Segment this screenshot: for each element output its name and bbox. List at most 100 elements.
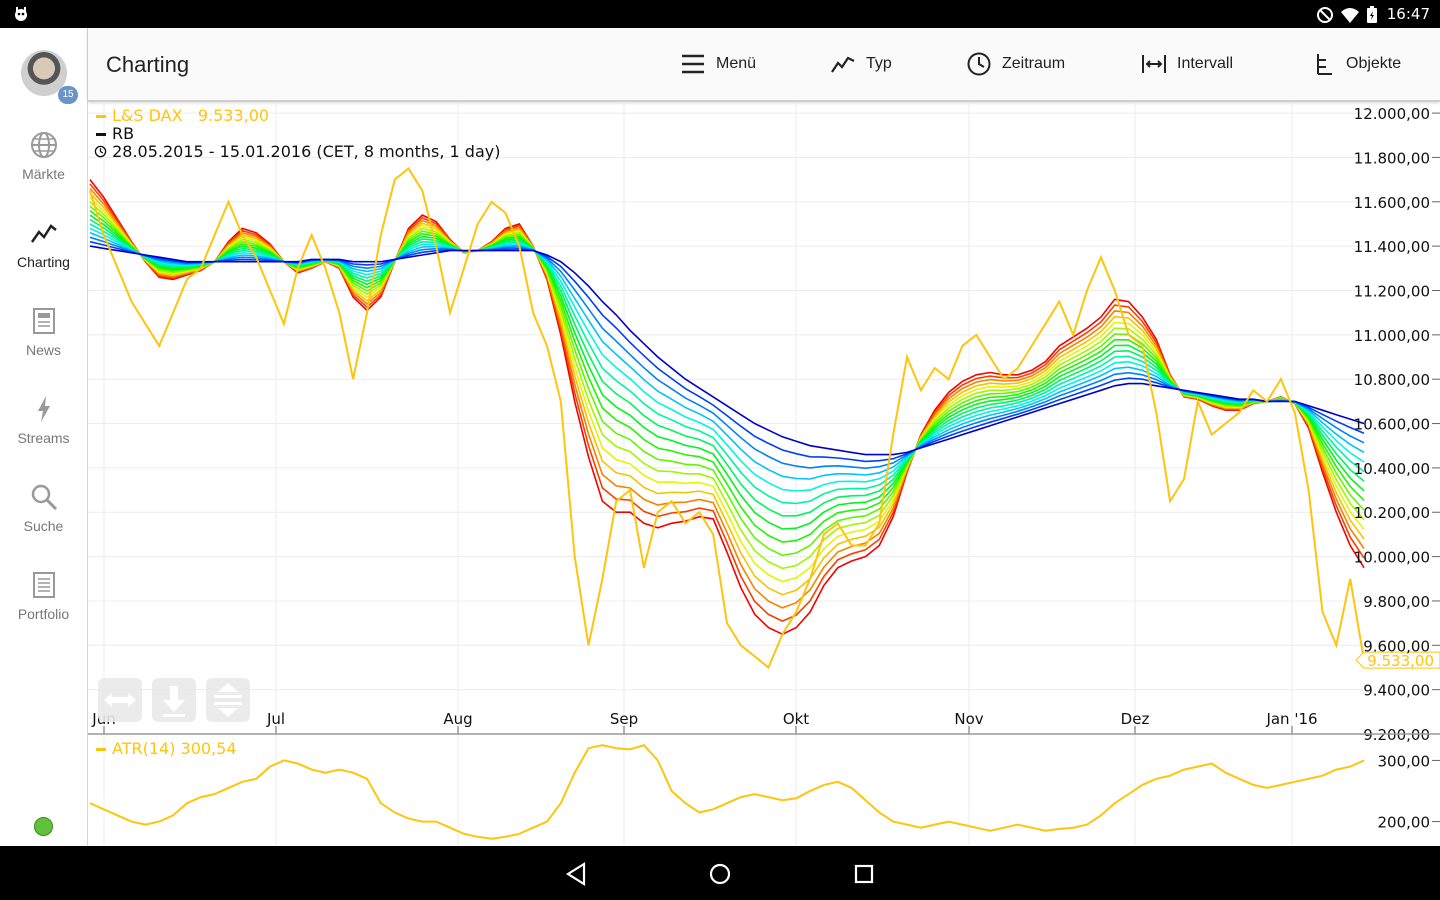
menu-button[interactable]: Menü [680,50,756,78]
sidebar-item-streams[interactable]: Streams [0,394,87,446]
chart-line-icon [30,224,57,243]
ribbon-line [89,187,1365,609]
recents-icon[interactable] [852,862,876,886]
sidebar-item-label: Suche [23,518,64,534]
last-value-marker [1355,651,1440,669]
y-tick-label: 11.200,00 [1354,282,1430,300]
sidebar: 15 Märkte Charting News Streams Suche Po… [0,28,88,846]
x-tick-label: Nov [954,710,983,728]
toolbar: Charting Menü Typ Zeitraum Intervall Obj… [88,28,1440,102]
sidebar-item-maerkte[interactable]: Märkte [0,130,87,182]
y-tick-label: 9.800,00 [1363,593,1430,611]
interval-button[interactable]: Intervall [1141,50,1233,78]
x-tick-label: Jan '16 [1265,710,1317,728]
y-tick-label: 10.800,00 [1354,371,1430,389]
y-tick-label: 10.000,00 [1354,549,1430,567]
legend-instrument-name: L&S DAX [112,106,183,125]
x-tick-label: Jul [266,710,285,728]
legend-period-text: 28.05.2015 - 15.01.2016 (CET, 8 months, … [112,142,501,161]
type-button[interactable]: Typ [830,50,892,78]
price-series: 9.533,00 [89,167,1440,670]
battery-icon [1367,6,1377,23]
sidebar-item-label: Märkte [22,166,65,182]
scroll-down-button[interactable] [152,678,196,722]
objects-icon [1317,54,1332,75]
y-tick-label: 9.600,00 [1363,637,1430,655]
atr-tick-label: 200,00 [1378,814,1431,832]
wifi-icon [1341,8,1359,23]
search-icon [31,484,57,511]
sidebar-item-suche[interactable]: Suche [0,482,87,534]
notification-badge: 15 [58,86,78,104]
ribbon-line [89,218,1365,517]
y-tick-label: 9.200,00 [1363,726,1430,744]
android-app-icon [12,5,30,28]
y-tick-label: 9.400,00 [1363,682,1430,700]
clock-icon [94,145,107,158]
chart-grid [88,102,1364,846]
legend-indicator: RB [96,124,134,143]
y-tick-label: 10.600,00 [1354,416,1430,434]
legend-indicator-name: RB [112,124,135,143]
y-tick-label: 11.400,00 [1354,238,1430,256]
sidebar-item-label: Charting [17,254,70,270]
legend-swatch [96,748,106,751]
legend-atr-label: ATR(14) [112,739,176,758]
page-title: Charting [106,52,190,77]
legend-instrument: L&S DAX 9.533,00 [96,106,269,125]
ribbon-line [89,179,1365,636]
vertical-zoom-icon [214,683,242,717]
period-button[interactable]: Zeitraum [966,50,1065,78]
interval-button-label: Intervall [1177,55,1234,72]
x-tick-label: Aug [443,710,472,728]
x-tick-label: Okt [783,710,809,728]
ribbon-line [89,223,1365,505]
android-nav-bar [0,846,1440,900]
chart-area[interactable]: 9.533,00 9.200,00 9.400,00 9.600,00 9.800,0… [88,102,1440,846]
ribbon-line [89,245,1365,456]
rainbow-ribbon [89,179,1365,636]
legend-atr-value: 300,54 [180,739,237,758]
system-icons [1316,6,1378,24]
legend-atr: ATR(14) 300,54 [96,739,237,758]
price-chart[interactable]: 9.533,00 9.200,00 9.400,00 9.600,00 9.800,0… [88,102,1440,846]
legend-last-value: 9.533,00 [197,106,270,125]
home-icon[interactable] [708,862,732,886]
legend-swatch [96,133,106,136]
status-bar: 16:47 [0,0,1440,28]
y-tick-label: 11.800,00 [1354,149,1430,167]
vertical-zoom-button[interactable] [206,678,250,722]
y-tick-label: 11.600,00 [1354,194,1430,212]
y-tick-label: 12.000,00 [1354,105,1430,123]
sidebar-item-charting[interactable]: Charting [0,218,87,270]
y-tick-label: 10.200,00 [1354,504,1430,522]
sidebar-item-news[interactable]: News [0,306,87,358]
horizontal-arrows-icon [104,693,136,707]
arrow-down-icon [163,686,185,717]
objects-button-label: Objekte [1346,55,1402,72]
sidebar-item-portfolio[interactable]: Portfolio [0,570,87,622]
ribbon-line [89,183,1365,622]
atr-tick-label: 300,00 [1378,752,1431,770]
clock-icon [967,52,991,76]
objects-button[interactable]: Objekte [1310,50,1401,78]
menu-button-label: Menü [716,55,757,72]
x-tick-label: Sep [610,710,638,728]
dnd-icon [1317,7,1333,23]
atr-line [89,744,1365,840]
sidebar-item-label: Streams [17,430,70,446]
ribbon-line [89,227,1365,492]
legend-swatch [96,115,106,118]
y-tick-label: 11.000,00 [1354,327,1430,345]
y-axis: 9.200,00 9.400,00 9.600,00 9.800,00 10.000,0… [1354,105,1440,744]
sidebar-item-label: Portfolio [17,606,70,622]
x-axis: JunJulAugSepOktNovDezJan '16 [88,710,1440,735]
back-icon[interactable] [564,862,588,886]
ribbon-line [89,232,1365,480]
pan-horizontal-button[interactable] [98,678,142,722]
ribbon-line [89,236,1365,470]
y-tick-label: 10.400,00 [1354,460,1430,478]
last-value-label: 9.533,00 [1367,652,1434,670]
ribbon-line [89,240,1365,463]
x-tick-label: Dez [1121,710,1150,728]
